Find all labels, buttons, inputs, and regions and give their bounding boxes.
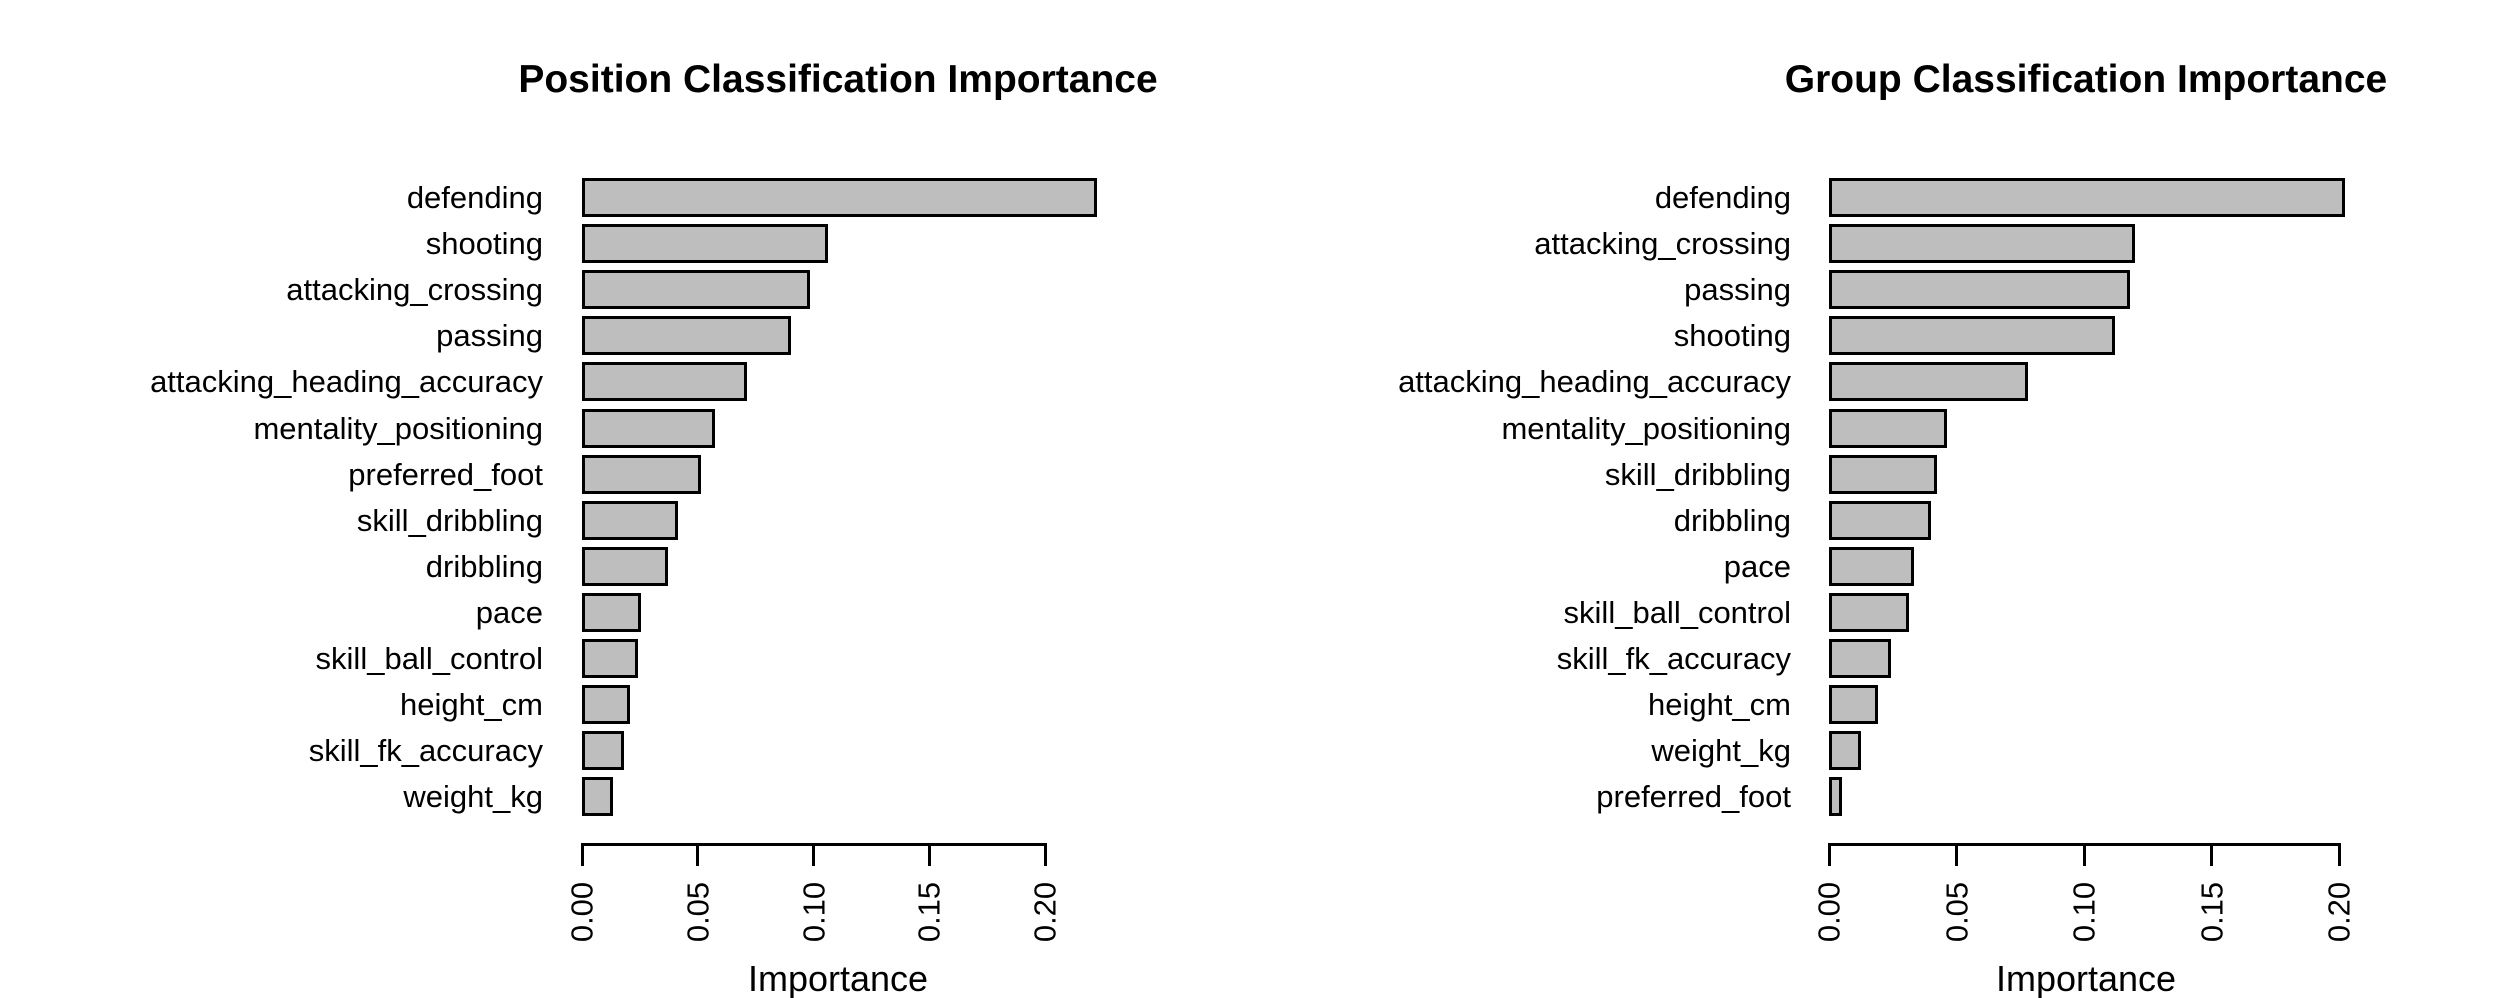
category-label: passing <box>1684 272 1791 308</box>
importance-bar <box>582 685 631 725</box>
category-label: preferred_foot <box>348 456 543 492</box>
category-label: attacking_crossing <box>286 272 543 308</box>
chart-title-group: Group Classification Importance <box>1784 58 2388 101</box>
importance-bar <box>582 731 625 771</box>
x-axis-label-group: Importance <box>1995 958 2177 998</box>
category-label: defending <box>1654 180 1791 215</box>
importance-bar <box>1829 639 1891 678</box>
importance-bar <box>582 454 701 494</box>
importance-bar <box>582 178 1097 217</box>
importance-bar <box>1829 731 1862 771</box>
importance-bar <box>1829 454 1937 494</box>
category-label: attacking_heading_accuracy <box>150 364 543 400</box>
importance-bar <box>1829 270 2131 310</box>
importance-bar <box>582 224 829 264</box>
category-label: attacking_heading_accuracy <box>1398 364 1791 400</box>
x-axis-tick-label: 0.00 <box>1811 881 1847 943</box>
importance-bar <box>1829 685 1878 725</box>
x-axis-tick <box>927 843 931 866</box>
importance-bar <box>582 316 792 356</box>
category-label: skill_dribbling <box>1604 456 1791 492</box>
importance-bar <box>1829 592 1909 632</box>
x-axis-label-position: Importance <box>747 958 929 998</box>
category-label: shooting <box>1673 318 1791 354</box>
x-axis-tick <box>2337 843 2341 866</box>
x-axis-tick-label: 0.10 <box>2066 881 2102 943</box>
category-label: height_cm <box>399 687 543 723</box>
x-axis-tick <box>2210 843 2213 866</box>
x-axis-tick-label: 0.20 <box>2321 881 2357 943</box>
category-label: mentality_positioning <box>253 410 543 446</box>
x-axis-tick <box>812 843 815 866</box>
importance-bar <box>582 546 669 586</box>
category-label: skill_ball_control <box>315 641 543 676</box>
x-axis-tick-label: 0.00 <box>564 881 600 943</box>
category-label: mentality_positioning <box>1501 410 1791 446</box>
category-label: passing <box>436 318 543 354</box>
x-axis-tick-label: 0.05 <box>680 881 716 943</box>
importance-bar <box>1829 777 1843 817</box>
category-label: dribbling <box>425 548 543 584</box>
category-label: shooting <box>425 226 543 262</box>
importance-bar <box>1829 362 2029 402</box>
category-label: dribbling <box>1673 502 1791 538</box>
category-label: pace <box>475 594 543 630</box>
importance-bar <box>1829 500 1932 540</box>
importance-bar <box>1829 408 1947 448</box>
x-axis-tick <box>1827 843 1831 866</box>
x-axis-tick <box>1955 843 1958 866</box>
x-axis-tick <box>696 843 700 866</box>
category-label: skill_dribbling <box>356 502 543 538</box>
x-axis-tick <box>1043 843 1047 866</box>
x-axis-tick <box>2082 843 2086 866</box>
x-axis-tick-label: 0.20 <box>1027 881 1063 943</box>
category-label: skill_fk_accuracy <box>308 733 543 769</box>
x-axis-tick-label: 0.15 <box>911 881 947 943</box>
importance-bar <box>582 777 613 817</box>
x-axis-tick-label: 0.10 <box>796 881 831 943</box>
x-axis-tick-label: 0.15 <box>2194 881 2229 943</box>
importance-bar <box>1829 178 2345 217</box>
importance-bar <box>582 408 715 448</box>
importance-bar <box>1829 224 2136 264</box>
category-label: weight_kg <box>1651 733 1791 769</box>
category-label: skill_fk_accuracy <box>1556 641 1791 676</box>
importance-bar <box>582 362 748 402</box>
x-axis-tick-label: 0.05 <box>1939 881 1974 943</box>
category-label: pace <box>1723 548 1791 584</box>
chart-title-position: Position Classification Importance <box>518 58 1158 101</box>
importance-bar <box>1829 546 1914 586</box>
category-label: height_cm <box>1647 687 1791 723</box>
category-label: weight_kg <box>403 779 543 815</box>
importance-bar <box>582 270 810 310</box>
importance-bar <box>1829 316 2116 356</box>
category-label: skill_ball_control <box>1563 594 1791 630</box>
category-label: attacking_crossing <box>1534 226 1791 262</box>
importance-bar <box>582 500 678 540</box>
category-label: defending <box>406 180 543 215</box>
importance-bar <box>582 639 639 678</box>
category-label: preferred_foot <box>1596 779 1791 815</box>
importance-bar <box>582 592 641 632</box>
x-axis-tick <box>580 843 584 866</box>
